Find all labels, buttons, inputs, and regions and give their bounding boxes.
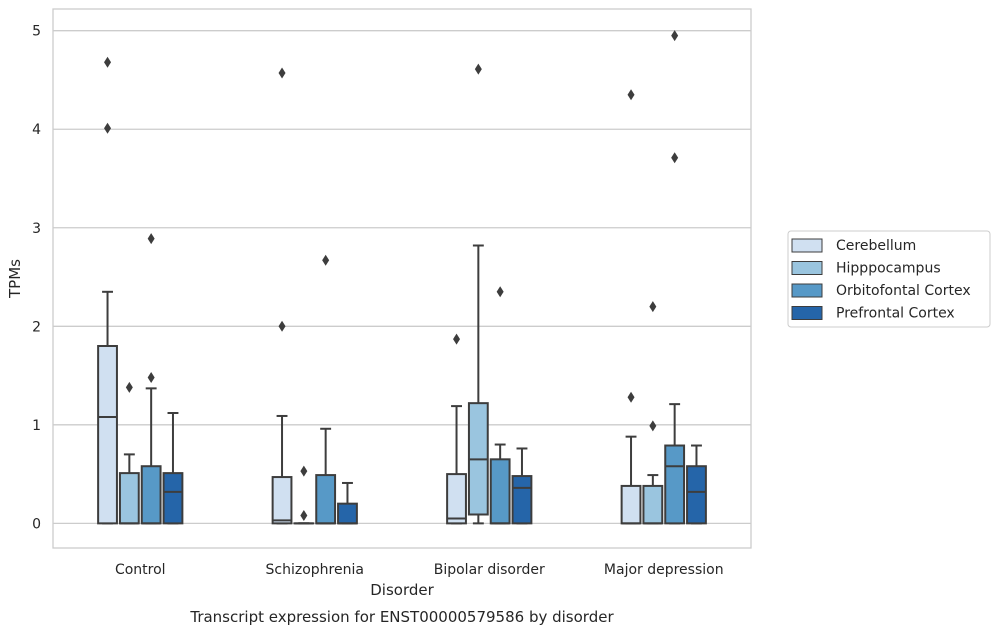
box-3-2 — [664, 30, 686, 525]
x-tick-label: Control — [115, 562, 166, 578]
y-tick-label: 2 — [32, 319, 41, 335]
outlier-point — [147, 372, 155, 384]
y-tick-label: 4 — [32, 122, 41, 138]
box-1-1 — [293, 465, 315, 525]
outlier-point — [278, 320, 286, 332]
box-2-1 — [467, 63, 489, 525]
box-2-2 — [489, 286, 511, 525]
grid-lines — [53, 30, 751, 525]
outlier-point — [627, 89, 635, 101]
x-tick-label: Bipolar disorder — [434, 562, 545, 578]
box-body — [446, 473, 467, 525]
outlier-point — [649, 420, 657, 432]
box-body — [664, 444, 686, 525]
box-body — [642, 484, 664, 525]
outlier-point — [649, 301, 657, 313]
box-body — [620, 484, 642, 525]
x-tick-label: Schizophrenia — [266, 562, 364, 578]
box-body — [140, 465, 162, 525]
outlier-point — [322, 254, 330, 266]
legend-label: Orbitofontal Cortex — [836, 283, 971, 299]
box-body — [511, 475, 533, 525]
chart-caption: Transcript expression for ENST0000057958… — [189, 608, 614, 626]
y-tick-label: 5 — [32, 24, 41, 40]
legend-swatch — [791, 261, 823, 275]
box-2-0 — [446, 333, 467, 525]
legend-label: Cerebellum — [836, 238, 916, 254]
plot-frame — [52, 8, 752, 549]
outlier-point — [125, 381, 133, 393]
y-tick-label: 1 — [32, 418, 41, 434]
box-3-1 — [642, 301, 664, 525]
legend: Cerebellum Hipppocampus Orbitofontal Corte… — [787, 230, 991, 328]
outlier-point — [671, 30, 679, 42]
outlier-point — [474, 63, 482, 75]
box-0-0 — [97, 56, 118, 525]
box-body — [686, 465, 707, 525]
y-tick-label: 3 — [32, 221, 41, 237]
legend-label: Prefrontal Cortex — [836, 306, 955, 322]
x-tick-label: Major depression — [604, 562, 724, 578]
legend-item: Prefrontal Cortex — [791, 306, 955, 322]
box-0-3 — [162, 412, 184, 525]
outlier-point — [104, 122, 112, 134]
outlier-point — [453, 333, 461, 345]
outlier-point — [278, 67, 286, 79]
legend-item: Hipppocampus — [791, 261, 941, 277]
outlier-point — [496, 286, 504, 298]
outlier-point — [627, 391, 635, 403]
box-body — [271, 476, 293, 525]
legend-frame — [787, 230, 991, 328]
box-1-3 — [337, 481, 358, 525]
box-body — [97, 344, 118, 525]
box-0-1 — [118, 381, 140, 525]
box-0-2 — [140, 233, 162, 525]
y-axis-label: TPMs — [6, 259, 24, 299]
legend-item: Cerebellum — [791, 238, 916, 254]
box-body — [118, 472, 140, 525]
outlier-point — [671, 152, 679, 164]
outlier-point — [300, 509, 308, 521]
legend-swatch — [791, 238, 823, 253]
box-3-0 — [620, 89, 642, 525]
legend-label: Hipppocampus — [836, 261, 941, 277]
tick-labels: 0 1 2 3 4 5 Control Schizophrenia Bipolar disord… — [32, 24, 724, 578]
box-1-0 — [271, 67, 293, 525]
legend-swatch — [791, 306, 823, 320]
box-2-3 — [511, 447, 533, 525]
box-body — [337, 502, 358, 525]
x-axis-label: Disorder — [370, 581, 434, 599]
outlier-point — [300, 465, 308, 477]
box-groups — [97, 30, 707, 525]
outlier-point — [147, 233, 155, 245]
box-body — [489, 458, 511, 525]
outlier-point — [104, 56, 112, 68]
legend-swatch — [791, 283, 823, 298]
box-3-3 — [686, 444, 707, 525]
box-1-2 — [315, 254, 337, 525]
box-body — [315, 474, 337, 525]
box-body — [162, 472, 184, 525]
legend-item: Orbitofontal Cortex — [791, 283, 971, 299]
y-tick-label: 0 — [32, 516, 41, 532]
